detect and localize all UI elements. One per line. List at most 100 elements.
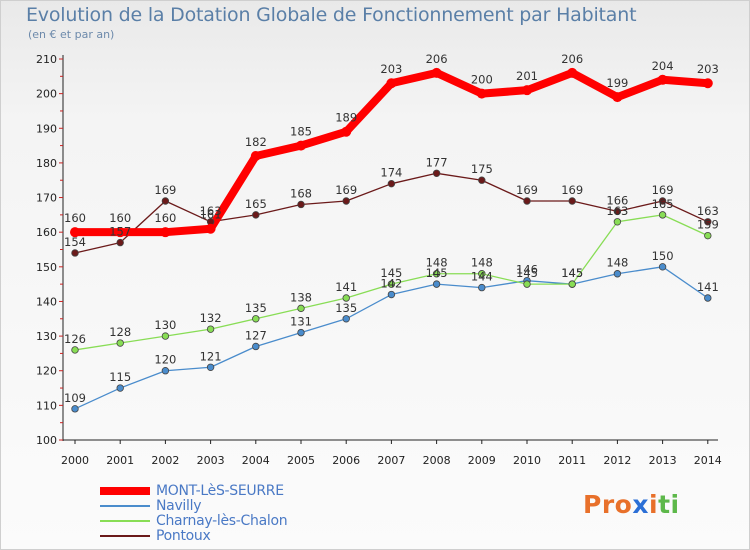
series-points — [70, 67, 713, 413]
data-point — [250, 150, 261, 161]
legend-label: Navilly — [156, 498, 202, 514]
data-point — [71, 249, 79, 257]
x-tick-label: 2009 — [468, 454, 496, 467]
data-point — [252, 315, 260, 323]
y-tick-label: 130 — [36, 330, 57, 343]
data-label: 145 — [561, 266, 583, 280]
y-tick-label: 100 — [36, 434, 57, 447]
data-label: 169 — [561, 183, 583, 197]
data-label: 185 — [290, 125, 312, 139]
data-point — [612, 92, 623, 103]
data-label: 203 — [697, 62, 719, 76]
data-point — [432, 270, 441, 278]
data-label: 175 — [471, 162, 493, 176]
data-label: 135 — [245, 301, 267, 315]
data-point — [613, 270, 622, 278]
data-point — [387, 290, 396, 299]
data-label: 165 — [245, 197, 267, 211]
x-tick-label: 2000 — [61, 454, 89, 467]
chart-subtitle: (en € et par an) — [28, 28, 115, 41]
data-point — [704, 231, 712, 240]
data-label: 166 — [606, 193, 628, 207]
logo-letter: o — [614, 490, 633, 519]
data-label: 130 — [154, 318, 176, 332]
data-label: 177 — [426, 155, 448, 169]
chart-axes: 100 110 120 130 140 150 160 170 180 190 200 210 2000… — [36, 53, 722, 467]
data-label: 154 — [64, 235, 86, 249]
data-label: 144 — [471, 270, 493, 284]
data-point — [432, 280, 441, 288]
data-label: 121 — [200, 349, 222, 363]
y-tick-label: 200 — [36, 88, 57, 101]
data-point — [70, 227, 80, 238]
data-point — [342, 197, 350, 205]
data-point — [431, 67, 442, 78]
x-tick-label: 2007 — [377, 454, 405, 467]
data-label: 199 — [606, 76, 628, 90]
data-label: 169 — [652, 183, 674, 197]
data-label: 145 — [380, 266, 402, 280]
legend-swatch — [100, 505, 150, 507]
data-label: 200 — [471, 73, 493, 87]
x-tick-label: 2006 — [332, 454, 360, 467]
logo-letter: r — [601, 490, 615, 519]
data-label: 201 — [516, 69, 538, 83]
data-point — [657, 74, 668, 85]
data-point — [567, 67, 578, 78]
data-label: 141 — [335, 280, 357, 294]
data-label: 128 — [109, 325, 131, 339]
data-label: 126 — [64, 332, 86, 346]
legend-swatch — [100, 520, 150, 522]
y-tick-label: 150 — [36, 261, 57, 274]
data-point — [297, 200, 305, 209]
chart-title: Evolution de la Dotation Globale de Fonc… — [26, 4, 637, 26]
data-point — [341, 126, 352, 137]
data-label: 203 — [380, 62, 402, 76]
data-label: 120 — [154, 353, 176, 367]
data-point — [116, 238, 124, 247]
data-label: 163 — [200, 204, 222, 218]
data-label: 169 — [516, 183, 538, 197]
data-label: 138 — [290, 290, 312, 304]
legend-label: Pontoux — [156, 528, 211, 544]
x-tick-label: 2010 — [513, 454, 541, 467]
data-label: 148 — [471, 256, 493, 270]
x-tick-label: 2004 — [242, 454, 270, 467]
y-tick-label: 210 — [36, 53, 57, 66]
data-label: 132 — [200, 311, 222, 325]
x-tick-label: 2003 — [197, 454, 225, 467]
logo-letter: i — [670, 490, 680, 519]
data-point — [296, 140, 306, 151]
logo-letter: t — [658, 490, 671, 519]
data-label: 169 — [154, 183, 176, 197]
data-point — [71, 405, 79, 413]
data-label: 182 — [245, 135, 267, 149]
logo-letter: x — [632, 490, 649, 519]
y-tick-label: 140 — [36, 295, 57, 308]
data-point — [658, 263, 667, 271]
x-tick-label: 2008 — [423, 454, 451, 467]
data-label: 189 — [335, 111, 357, 125]
data-point — [478, 270, 486, 278]
data-label: 169 — [335, 183, 357, 197]
x-tick-label: 2005 — [287, 454, 315, 467]
data-label: 161 — [200, 208, 222, 222]
data-point — [568, 197, 576, 205]
y-tick-label: 170 — [36, 192, 57, 205]
data-point — [297, 304, 305, 313]
data-point — [702, 78, 713, 89]
data-label: 148 — [426, 256, 448, 270]
data-label: 206 — [561, 52, 583, 66]
data-label: 115 — [109, 370, 131, 384]
logo-letter: i — [649, 490, 659, 519]
data-label: 206 — [426, 52, 448, 66]
data-point — [523, 197, 531, 205]
legend-swatch — [100, 487, 150, 495]
data-label: 160 — [64, 211, 86, 225]
data-label: 109 — [64, 391, 86, 405]
data-point — [342, 315, 350, 323]
data-point — [613, 218, 622, 226]
data-label: 145 — [426, 266, 448, 280]
